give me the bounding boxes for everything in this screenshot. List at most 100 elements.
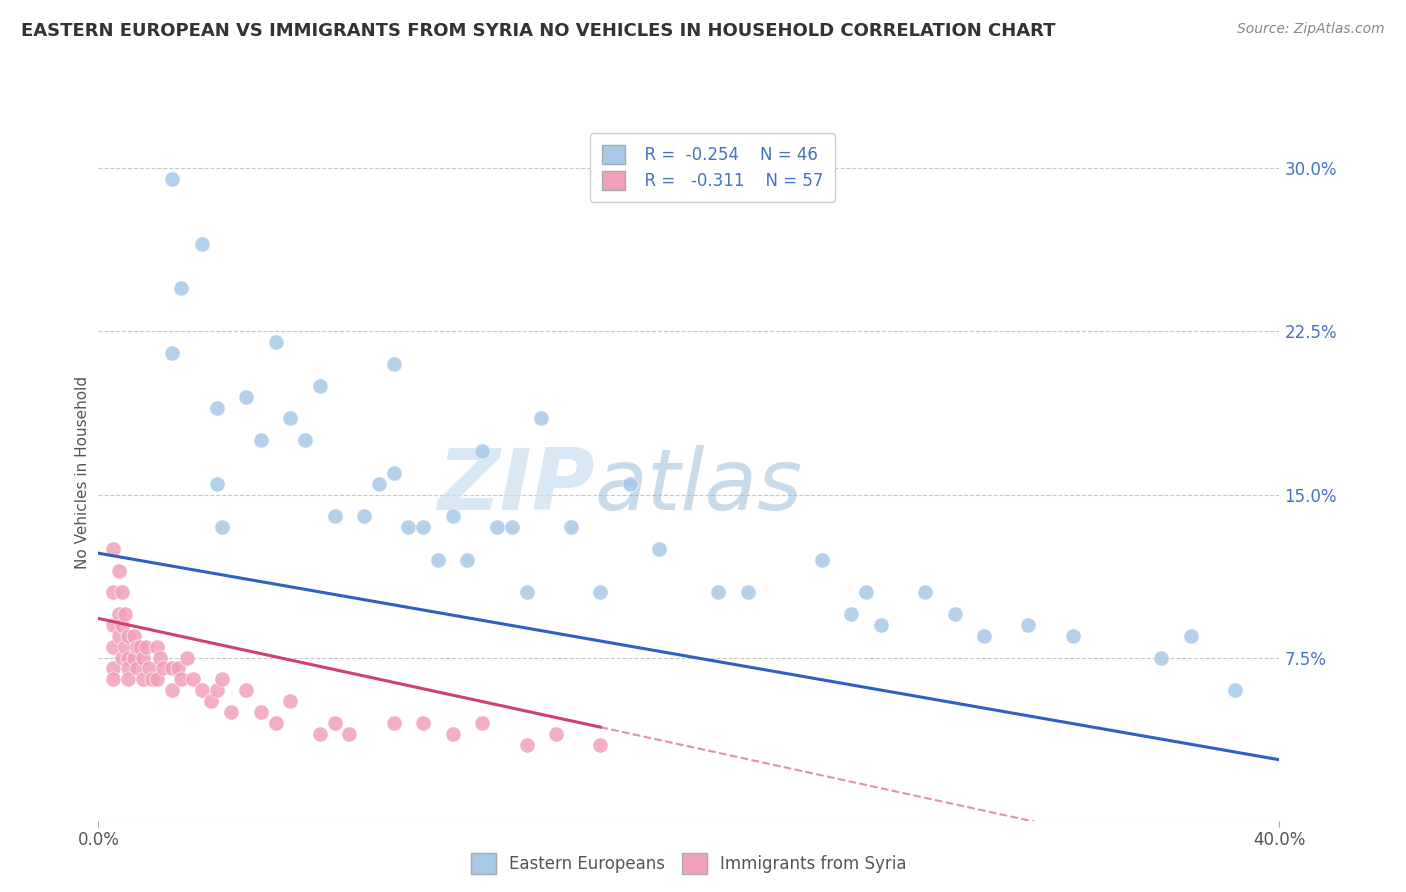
Point: [176, 650, 198, 665]
Point: [125, 640, 148, 654]
Point: [486, 520, 509, 534]
Point: [530, 411, 553, 425]
Point: [278, 411, 302, 425]
Point: [103, 618, 125, 632]
Point: [205, 401, 228, 415]
Point: [219, 705, 242, 719]
Point: [103, 585, 125, 599]
Point: [128, 640, 150, 654]
Point: [117, 673, 139, 687]
Text: EASTERN EUROPEAN VS IMMIGRANTS FROM SYRIA NO VEHICLES IN HOUSEHOLD CORRELATION C: EASTERN EUROPEAN VS IMMIGRANTS FROM SYRI…: [21, 22, 1056, 40]
Point: [841, 607, 863, 621]
Point: [162, 172, 183, 186]
Point: [810, 552, 832, 567]
Point: [515, 738, 537, 752]
Point: [323, 509, 346, 524]
Point: [125, 661, 148, 675]
Point: [309, 378, 332, 392]
Point: [264, 715, 287, 730]
Point: [211, 673, 233, 687]
Point: [103, 661, 125, 675]
Point: [1223, 683, 1246, 698]
Point: [132, 650, 155, 665]
Point: [117, 650, 139, 665]
Text: Source: ZipAtlas.com: Source: ZipAtlas.com: [1237, 22, 1385, 37]
Point: [309, 726, 332, 740]
Point: [108, 607, 131, 621]
Point: [973, 629, 995, 643]
Point: [471, 444, 494, 458]
Point: [501, 520, 523, 534]
Point: [427, 552, 450, 567]
Point: [250, 705, 273, 719]
Point: [200, 694, 222, 708]
Point: [382, 357, 405, 371]
Point: [111, 650, 134, 665]
Point: [235, 683, 257, 698]
Point: [181, 673, 204, 687]
Point: [250, 433, 273, 447]
Point: [441, 726, 464, 740]
Point: [146, 673, 169, 687]
Point: [515, 585, 537, 599]
Point: [235, 390, 257, 404]
Point: [103, 640, 125, 654]
Point: [152, 661, 174, 675]
Point: [412, 715, 434, 730]
Point: [456, 552, 478, 567]
Point: [1180, 629, 1202, 643]
Point: [108, 629, 131, 643]
Point: [132, 673, 155, 687]
Point: [855, 585, 877, 599]
Text: ZIP: ZIP: [437, 445, 595, 528]
Point: [1017, 618, 1039, 632]
Legend: Eastern Europeans, Immigrants from Syria: Eastern Europeans, Immigrants from Syria: [463, 845, 915, 882]
Point: [114, 640, 136, 654]
Point: [546, 726, 568, 740]
Point: [135, 640, 157, 654]
Point: [589, 585, 612, 599]
Point: [471, 715, 494, 730]
Point: [103, 673, 125, 687]
Point: [278, 694, 302, 708]
Point: [170, 673, 193, 687]
Point: [707, 585, 730, 599]
Point: [114, 607, 136, 621]
Y-axis label: No Vehicles in Household: No Vehicles in Household: [75, 376, 90, 569]
Point: [382, 466, 405, 480]
Point: [167, 661, 190, 675]
Point: [191, 237, 214, 252]
Point: [146, 640, 169, 654]
Point: [382, 715, 405, 730]
Point: [294, 433, 316, 447]
Point: [1062, 629, 1084, 643]
Point: [339, 726, 360, 740]
Point: [396, 520, 419, 534]
Text: atlas: atlas: [595, 445, 803, 528]
Point: [869, 618, 891, 632]
Point: [205, 683, 228, 698]
Point: [648, 541, 671, 556]
Point: [1150, 650, 1173, 665]
Point: [368, 476, 391, 491]
Point: [149, 650, 172, 665]
Point: [619, 476, 641, 491]
Point: [264, 335, 287, 350]
Point: [589, 738, 612, 752]
Point: [353, 509, 375, 524]
Point: [560, 520, 582, 534]
Point: [122, 650, 145, 665]
Point: [122, 629, 145, 643]
Point: [170, 281, 193, 295]
Point: [441, 509, 464, 524]
Point: [117, 661, 139, 675]
Point: [211, 520, 233, 534]
Point: [323, 715, 346, 730]
Point: [162, 661, 183, 675]
Point: [138, 661, 160, 675]
Point: [914, 585, 936, 599]
Point: [117, 629, 139, 643]
Point: [737, 585, 759, 599]
Point: [191, 683, 214, 698]
Point: [103, 541, 125, 556]
